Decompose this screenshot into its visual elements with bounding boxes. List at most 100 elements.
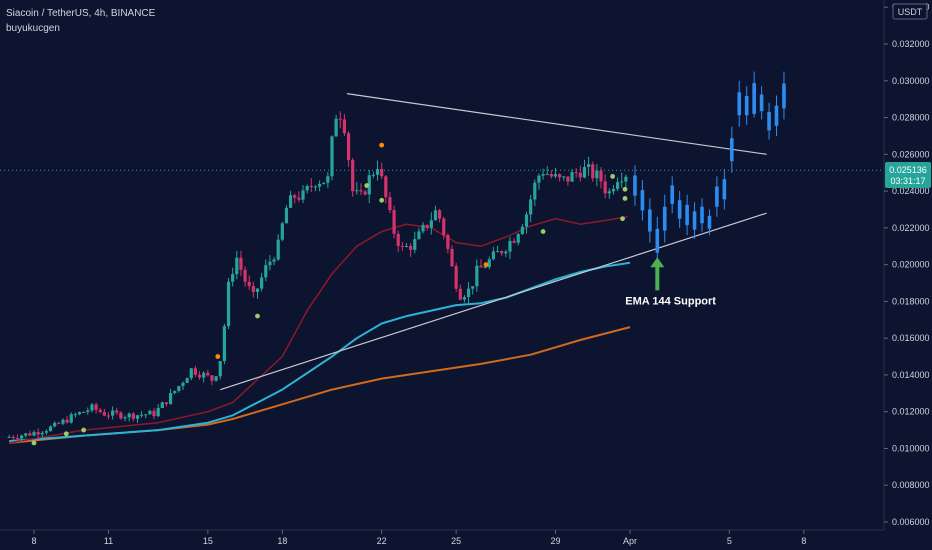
candle-body [11, 436, 15, 438]
candle-body [127, 413, 131, 418]
candle-body [587, 164, 591, 168]
time-tick-label: 25 [451, 536, 461, 546]
candle-body [222, 326, 226, 362]
candle-body [36, 432, 40, 435]
price-tick-label: 0.006000 [892, 517, 930, 527]
signal-dot [610, 173, 616, 179]
candle-body [48, 426, 53, 432]
candle-body [359, 190, 363, 192]
currency-badge[interactable]: USDT [892, 3, 928, 20]
candle-body [512, 240, 516, 243]
candle-body [181, 382, 185, 387]
candle-body [77, 412, 82, 415]
signal-dot [379, 142, 385, 148]
candle-body [392, 210, 396, 234]
candle-body [119, 412, 123, 419]
forecast-bar [640, 190, 645, 211]
candle-body [371, 174, 375, 176]
candle-body [73, 414, 77, 416]
candle-body [164, 402, 169, 405]
candle-body [475, 265, 479, 287]
candle-body [115, 410, 119, 413]
candle-body [197, 374, 202, 378]
candle-body [289, 195, 293, 208]
candle-body [206, 372, 210, 376]
candle-body [495, 251, 500, 253]
time-tick-label: Apr [623, 536, 637, 546]
support-arrow [650, 257, 665, 291]
candle-body [611, 188, 616, 192]
candle-body [65, 419, 69, 423]
candle-body [102, 412, 106, 416]
candle-body [260, 277, 264, 289]
candle-body [226, 281, 231, 327]
candle-body [152, 410, 156, 417]
candle-body [235, 257, 239, 275]
time-tick-label: 5 [727, 536, 732, 546]
candle-body [69, 414, 73, 423]
forecast-bar [752, 83, 756, 114]
signal-dot [255, 313, 260, 319]
candle-body [231, 274, 235, 282]
candle-body [346, 133, 351, 160]
time-tick-label: 8 [801, 536, 806, 546]
candle-body [375, 169, 380, 175]
forecast-bar [700, 206, 704, 224]
candle-body [541, 174, 545, 176]
last-price-value: 0.025136 [889, 165, 927, 175]
forecast-bar [648, 209, 652, 232]
candle-body [15, 437, 20, 439]
candle-body [7, 436, 11, 438]
price-tick-label: 0.008000 [892, 480, 930, 490]
signal-dot [540, 229, 546, 234]
candle-body [123, 417, 127, 419]
forecast-bar [730, 138, 734, 162]
signal-dot [31, 440, 37, 446]
candle-body [19, 435, 24, 439]
time-tick-label: 18 [277, 536, 287, 546]
price-tick-label: 0.014000 [892, 370, 930, 380]
candle-body [28, 433, 32, 436]
candle-body [280, 223, 284, 240]
candle-body [400, 245, 404, 247]
candle-body [570, 172, 574, 182]
arrow-head [650, 257, 665, 268]
candle-body [384, 176, 388, 198]
candle-body [533, 182, 537, 200]
trendline [346, 93, 767, 155]
candle-body [380, 169, 384, 177]
candle-body [57, 422, 61, 424]
symbol-title: Siacoin / TetherUS, 4h, BINANCE [6, 8, 156, 19]
forecast-bar [722, 179, 727, 200]
forecast-bar [737, 92, 742, 116]
candle-body [264, 265, 268, 278]
candle-body [98, 409, 102, 413]
candle-body [454, 266, 458, 289]
candle-body [173, 390, 177, 394]
candle-body [140, 414, 144, 416]
candle-body [558, 174, 562, 178]
candle-body [508, 240, 512, 252]
candle-body [545, 173, 549, 175]
candle-body [330, 136, 334, 177]
signal-dot [364, 183, 370, 188]
candle-body [479, 265, 483, 268]
signal-dot [215, 354, 221, 359]
candle-body [94, 404, 98, 410]
candle-body [458, 288, 462, 300]
candle-body [342, 119, 347, 134]
forecast-bar [759, 94, 764, 112]
candle-body [442, 218, 446, 236]
price-tick-label: 0.030000 [892, 76, 930, 86]
candle-body [90, 404, 94, 411]
candle-body [363, 191, 367, 195]
forecast-bar [655, 228, 660, 253]
time-axis[interactable]: 8 11 15 18 22 25 29 Apr 5 8 [31, 530, 806, 546]
candle-body [313, 186, 318, 188]
candle-body [214, 376, 218, 381]
candle-body [131, 413, 135, 419]
candle-body [504, 251, 508, 254]
price-axis[interactable]: 0.006000 0.008000 0.010000 0.012000 0.014000… [884, 2, 930, 527]
candle-body [326, 176, 330, 183]
